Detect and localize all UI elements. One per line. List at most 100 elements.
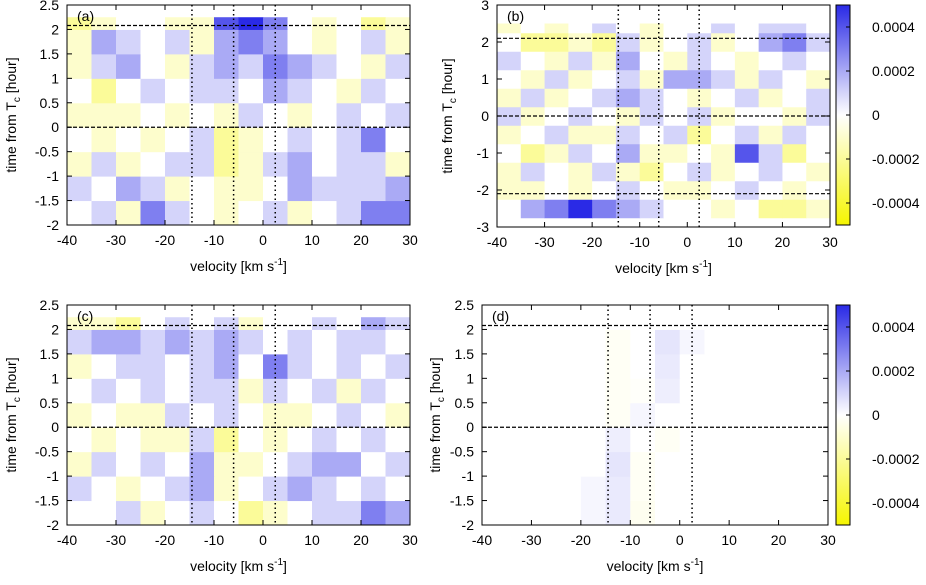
y-tick-label: 3 xyxy=(481,0,489,13)
heatmap-cell xyxy=(704,476,730,502)
heatmap-cell xyxy=(238,17,264,30)
heatmap-cell xyxy=(544,162,569,182)
heatmap-cell xyxy=(312,176,337,202)
heatmap-cell xyxy=(287,500,313,526)
heatmap-cell xyxy=(734,32,760,52)
heatmap-cell xyxy=(615,162,641,182)
heatmap-cell xyxy=(806,143,831,163)
heatmap-cell xyxy=(734,180,760,200)
heatmap-cell xyxy=(287,200,313,226)
heatmap-cell xyxy=(385,151,411,177)
heatmap-cell xyxy=(336,200,362,226)
heatmap-cell xyxy=(778,402,804,428)
y-tick-label: 1 xyxy=(51,370,59,386)
heatmap-cell xyxy=(67,378,92,404)
heatmap-cell xyxy=(116,500,141,526)
heatmap-cell xyxy=(531,402,557,428)
y-label-text: time from T xyxy=(439,103,455,174)
heatmap-cell xyxy=(312,102,337,128)
heatmap-cell xyxy=(361,127,386,153)
heatmap-cell xyxy=(734,51,760,71)
heatmap-cell xyxy=(189,176,215,202)
heatmap-cell xyxy=(655,353,681,379)
heatmap-cell xyxy=(679,427,705,453)
heatmap-cell xyxy=(238,317,264,330)
heatmap-cell xyxy=(615,199,641,219)
heatmap-cell xyxy=(639,143,664,163)
heatmap-cell xyxy=(639,180,664,200)
x-axis-label: velocity [km s-1] xyxy=(190,257,287,274)
y-tick-label: 1.5 xyxy=(455,346,475,362)
heatmap-cell xyxy=(67,500,92,526)
x-tick-label: -10 xyxy=(204,232,224,248)
y-tick-label: -3 xyxy=(477,219,490,235)
heatmap-cell xyxy=(506,476,532,502)
heatmap-cell xyxy=(734,199,760,219)
colorbar-tick-label: 0 xyxy=(872,107,880,123)
heatmap-cell xyxy=(630,451,656,477)
heatmap-cell xyxy=(361,78,386,104)
heatmap-cell xyxy=(116,151,141,177)
heatmap-cell xyxy=(385,29,411,55)
heatmap-cell xyxy=(91,78,117,104)
heatmap-cell xyxy=(385,500,411,526)
x-tick-label: 30 xyxy=(820,532,836,548)
x-tick-label: -30 xyxy=(106,532,126,548)
heatmap-cell xyxy=(568,180,593,200)
heatmap-cell xyxy=(67,476,92,502)
y-label-sub: c xyxy=(12,97,23,102)
heatmap-cell xyxy=(615,32,641,52)
heatmap-cell xyxy=(506,500,532,526)
heatmap-cell xyxy=(165,329,190,355)
heatmap-cell xyxy=(679,476,705,502)
heatmap-cell xyxy=(639,125,664,145)
heatmap-cell xyxy=(556,402,582,428)
heatmap-cell xyxy=(189,353,215,379)
heatmap-cell xyxy=(385,427,411,453)
x-tick-label: -10 xyxy=(630,234,650,250)
heatmap-cell xyxy=(165,317,190,330)
heatmap-cell xyxy=(214,476,239,502)
heatmap-cell xyxy=(580,476,607,502)
heatmap-cell xyxy=(287,151,313,177)
heatmap-cell xyxy=(568,125,593,145)
heatmap-cell xyxy=(140,427,166,453)
heatmap-cell xyxy=(140,476,166,502)
heatmap-cell xyxy=(336,176,362,202)
heatmap-cell xyxy=(580,353,607,379)
heatmap-cell xyxy=(531,329,557,355)
heatmap-cell xyxy=(734,23,760,34)
heatmap-cell xyxy=(312,476,337,502)
heatmap-cell xyxy=(630,476,656,502)
x-axis-label: velocity [km s-1] xyxy=(607,557,704,574)
heatmap-cell xyxy=(734,162,760,182)
heatmap-cell xyxy=(361,500,386,526)
heatmap-cell xyxy=(361,102,386,128)
heatmap-cell xyxy=(140,17,166,30)
heatmap-cell xyxy=(336,151,362,177)
heatmap-cell xyxy=(506,451,532,477)
heatmap-cell xyxy=(497,51,522,71)
x-tick-label: 10 xyxy=(304,532,320,548)
heatmap-cell xyxy=(711,143,736,163)
heatmap-cell xyxy=(263,176,288,202)
heatmap-cell xyxy=(165,451,190,477)
heatmap-cell xyxy=(711,69,736,89)
heatmap-cell xyxy=(497,32,522,52)
x-label-sup: -1 xyxy=(699,259,708,270)
heatmap-cell xyxy=(630,402,656,428)
x-label-sup: -1 xyxy=(691,557,700,568)
heatmap-cell xyxy=(385,127,411,153)
heatmap-cell xyxy=(803,378,829,404)
heatmap-cell xyxy=(605,500,631,526)
heatmap-cell xyxy=(238,53,264,79)
heatmap-cell xyxy=(312,427,337,453)
heatmap-cell xyxy=(361,451,386,477)
heatmap-cell xyxy=(729,451,755,477)
heatmap-cell xyxy=(263,402,288,428)
heatmap-cell xyxy=(580,378,607,404)
heatmap-cell xyxy=(67,17,92,30)
heatmap-cell xyxy=(592,23,617,34)
y-tick-label: 1 xyxy=(51,70,59,86)
heatmap-cell xyxy=(287,53,313,79)
